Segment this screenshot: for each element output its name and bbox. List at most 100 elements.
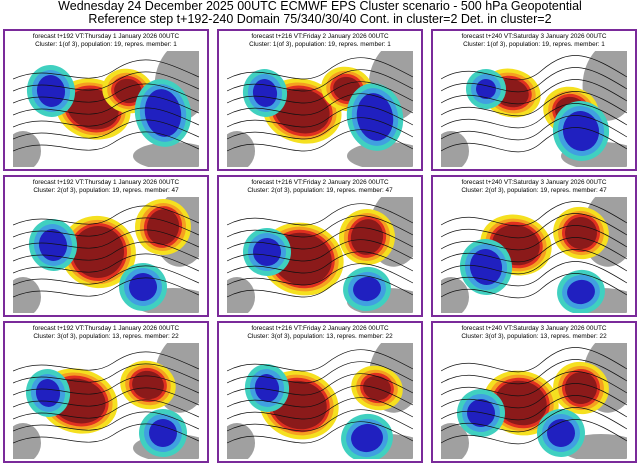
cluster-panel: forecast t+240 VT:Saturday 3 January 202… — [431, 175, 637, 317]
geopotential-contour — [227, 409, 413, 432]
negative-anomaly-core — [129, 273, 157, 301]
geopotential-contour — [227, 361, 413, 384]
cluster-panel: forecast t+240 VT:Saturday 3 January 202… — [431, 321, 637, 463]
weather-map-icon — [13, 51, 199, 167]
geopotential-contour — [13, 423, 199, 444]
geopotential-contour — [441, 249, 627, 275]
panel-forecast-label: forecast t+216 VT:Friday 2 January 2026 … — [251, 325, 389, 332]
panel-caption: forecast t+192 VT:Thursday 1 January 202… — [5, 179, 207, 194]
geopotential-contour — [13, 217, 199, 238]
geopotential-contour — [441, 55, 627, 81]
panel-cluster-label: Cluster: 2(of 3), population: 19, repres… — [247, 186, 393, 194]
geopotential-contour — [227, 215, 413, 238]
geopotential-contour — [13, 229, 199, 250]
geopotential-contour — [13, 351, 199, 372]
panel-caption: forecast t+240 VT:Saturday 3 January 202… — [433, 179, 635, 194]
geopotential-contour — [13, 95, 199, 116]
geopotential-contour — [227, 421, 413, 444]
panel-cluster-label: Cluster: 3(of 3), population: 13, repres… — [247, 332, 393, 340]
cluster-panel: forecast t+240 VT:Saturday 3 January 202… — [431, 29, 637, 171]
land-mass — [347, 142, 413, 167]
geopotential-contour — [441, 225, 627, 251]
weather-map-icon — [13, 197, 199, 313]
cluster-panel: forecast t+192 VT:Thursday 1 January 202… — [3, 29, 209, 171]
geopotential-contour — [13, 205, 199, 226]
panel-caption: forecast t+216 VT:Friday 2 January 2026 … — [219, 325, 421, 340]
weather-map-icon — [227, 343, 413, 459]
geopotential-contour — [441, 371, 627, 397]
geopotential-contour — [441, 347, 627, 373]
geopotential-contour — [13, 83, 199, 104]
panel-caption: forecast t+192 VT:Thursday 1 January 202… — [5, 33, 207, 48]
land-mass — [227, 423, 255, 459]
panel-forecast-label: forecast t+192 VT:Thursday 1 January 202… — [32, 179, 180, 186]
geopotential-contour — [441, 127, 627, 153]
geopotential-contour — [227, 203, 413, 226]
positive-anomaly-core — [72, 226, 124, 278]
panel-caption: forecast t+240 VT:Saturday 3 January 202… — [433, 325, 635, 340]
negative-anomaly-core — [562, 111, 600, 151]
geopotential-contour — [13, 131, 199, 152]
positive-anomaly-core — [132, 370, 164, 400]
geopotential-contour — [227, 105, 413, 128]
panel-caption: forecast t+216 VT:Friday 2 January 2026 … — [219, 179, 421, 194]
geopotential-contour — [441, 395, 627, 421]
page-header: Wednesday 24 December 2025 00UTC ECMWF E… — [0, 0, 640, 26]
land-mass — [227, 131, 255, 167]
negative-anomaly-core — [254, 374, 280, 402]
panel-forecast-label: forecast t+240 VT:Saturday 3 January 202… — [461, 325, 607, 332]
cluster-panel: forecast t+192 VT:Thursday 1 January 202… — [3, 175, 209, 317]
negative-anomaly-core — [567, 279, 595, 305]
geopotential-contour — [13, 253, 199, 274]
negative-anomaly-core — [38, 229, 68, 261]
panel-forecast-label: forecast t+192 VT:Thursday 1 January 202… — [32, 325, 180, 332]
positive-anomaly-core — [363, 375, 391, 401]
panel-cluster-label: Cluster: 1(of 3), population: 19, repres… — [249, 40, 391, 48]
positive-anomaly-core — [146, 209, 180, 245]
page-subtitle: Reference step t+192-240 Domain 75/340/3… — [88, 12, 552, 26]
weather-map-icon — [441, 343, 627, 459]
positive-anomaly-core — [274, 88, 330, 134]
geopotential-contour — [227, 385, 413, 408]
geopotential-contour — [227, 275, 413, 298]
panel-caption: forecast t+216 VT:Friday 2 January 2026 … — [219, 33, 421, 48]
weather-map-icon — [13, 343, 199, 459]
cluster-panel: forecast t+216 VT:Friday 2 January 2026 … — [217, 321, 423, 463]
negative-anomaly-core — [356, 93, 394, 141]
geopotential-contour — [227, 349, 413, 372]
panel-cluster-label: Cluster: 2(of 3), population: 19, repres… — [33, 186, 179, 194]
cluster-panel: forecast t+216 VT:Friday 2 January 2026 … — [217, 29, 423, 171]
geopotential-contour — [227, 373, 413, 396]
land-mass — [441, 423, 469, 459]
geopotential-contour — [13, 399, 199, 420]
weather-map-icon — [227, 197, 413, 313]
geopotential-contour — [441, 67, 627, 93]
geopotential-contour — [13, 375, 199, 396]
geopotential-contour — [441, 261, 627, 287]
geopotential-contour — [13, 241, 199, 262]
negative-anomaly-core — [353, 276, 381, 302]
geopotential-contour — [227, 129, 413, 152]
geopotential-contour — [227, 251, 413, 274]
geopotential-contour — [441, 91, 627, 117]
geopotential-contour — [441, 115, 627, 141]
geopotential-contour — [13, 411, 199, 432]
panel-cluster-label: Cluster: 3(of 3), population: 13, repres… — [461, 332, 607, 340]
cluster-panel: forecast t+216 VT:Friday 2 January 2026 … — [217, 175, 423, 317]
positive-anomaly-core — [565, 217, 597, 249]
geopotential-contour — [227, 57, 413, 80]
panel-forecast-label: forecast t+192 VT:Thursday 1 January 202… — [32, 33, 180, 40]
weather-map-icon — [227, 51, 413, 167]
land-mass — [13, 423, 41, 459]
land-mass — [13, 277, 41, 313]
negative-anomaly-core — [476, 79, 496, 99]
geopotential-contour — [13, 107, 199, 128]
negative-anomaly-core — [467, 399, 495, 427]
geopotential-contour — [441, 237, 627, 263]
land-mass — [582, 51, 627, 121]
land-mass — [227, 277, 255, 313]
page-title: Wednesday 24 December 2025 00UTC ECMWF E… — [58, 0, 582, 13]
negative-anomaly-core — [35, 379, 61, 407]
panel-cluster-label: Cluster: 1(of 3), population: 19, repres… — [35, 40, 177, 48]
negative-anomaly-core — [149, 419, 177, 447]
